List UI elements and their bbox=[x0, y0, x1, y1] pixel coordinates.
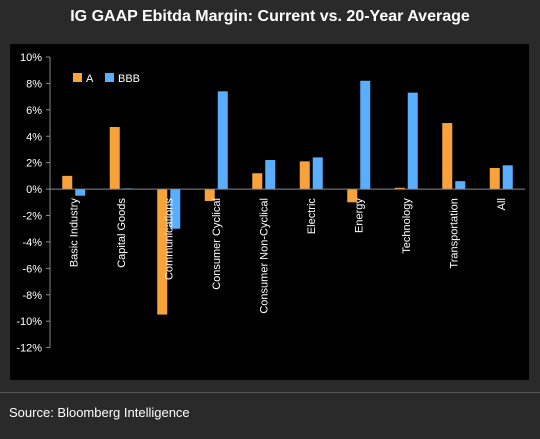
bar-a-3 bbox=[204, 189, 215, 201]
bar-a-2 bbox=[157, 189, 168, 315]
y-tick-label: 2% bbox=[26, 158, 42, 170]
bar-a-9 bbox=[489, 167, 500, 190]
bar-a-7 bbox=[394, 187, 405, 190]
x-category-label: Electric bbox=[306, 198, 318, 235]
legend-label-a: A bbox=[86, 73, 94, 85]
source-note: Source: Bloomberg Intelligence bbox=[9, 405, 190, 420]
y-tick-label: -6% bbox=[22, 263, 42, 275]
source-bar: Source: Bloomberg Intelligence bbox=[0, 392, 540, 439]
y-tick-label: 8% bbox=[26, 78, 42, 90]
x-category-label: Communications bbox=[164, 198, 176, 280]
plot-panel: 10% 8% 6% 4% 2% 0% -2% -4% -6% -8% -10% -12% Basic I… bbox=[10, 44, 529, 380]
x-category-label: Energy bbox=[354, 198, 366, 233]
bar-bbb-0 bbox=[75, 189, 86, 196]
y-tick-label: -8% bbox=[22, 290, 42, 302]
bar-bbb-5 bbox=[312, 157, 323, 190]
bar-bbb-2 bbox=[170, 189, 181, 229]
bar-chart: 10% 8% 6% 4% 2% 0% -2% -4% -6% -8% -10% -12% Basic I… bbox=[16, 52, 525, 355]
bar-bbb-9 bbox=[502, 165, 513, 190]
legend-swatch-bbb bbox=[105, 73, 114, 82]
bar-a-8 bbox=[442, 123, 453, 190]
legend-label-bbb: BBB bbox=[118, 73, 140, 85]
x-category-label: All bbox=[496, 198, 508, 210]
legend-swatch-a bbox=[73, 73, 82, 82]
bar-a-0 bbox=[62, 175, 73, 190]
x-category-label: Consumer Cyclical bbox=[211, 198, 223, 290]
chart-title: IG GAAP Ebitda Margin: Current vs. 20-Ye… bbox=[70, 8, 470, 25]
bar-bbb-3 bbox=[217, 91, 228, 190]
x-category-label: Consumer Non-Cyclical bbox=[259, 198, 271, 314]
bar-a-1 bbox=[109, 127, 120, 190]
bar-a-6 bbox=[347, 189, 358, 203]
bar-bbb-7 bbox=[407, 92, 418, 190]
bar-bbb-6 bbox=[360, 80, 371, 190]
x-category-label: Capital Goods bbox=[116, 198, 128, 268]
x-category-label: Transportation bbox=[449, 198, 461, 269]
x-category-label: Technology bbox=[401, 198, 413, 254]
y-tick-label: 4% bbox=[26, 131, 42, 143]
y-tick-label: -10% bbox=[16, 316, 42, 328]
y-tick-label: 0% bbox=[26, 184, 42, 196]
bar-bbb-4 bbox=[265, 160, 276, 190]
bar-bbb-8 bbox=[455, 181, 466, 190]
y-tick-label: -12% bbox=[16, 343, 42, 355]
x-category-label: Basic Industry bbox=[69, 198, 81, 268]
bar-a-5 bbox=[299, 161, 310, 190]
y-tick-label: -4% bbox=[22, 237, 42, 249]
bar-a-4 bbox=[252, 173, 263, 190]
y-tick-label: 6% bbox=[26, 105, 42, 117]
y-tick-label: 10% bbox=[20, 52, 42, 64]
y-tick-label: -2% bbox=[22, 211, 42, 223]
